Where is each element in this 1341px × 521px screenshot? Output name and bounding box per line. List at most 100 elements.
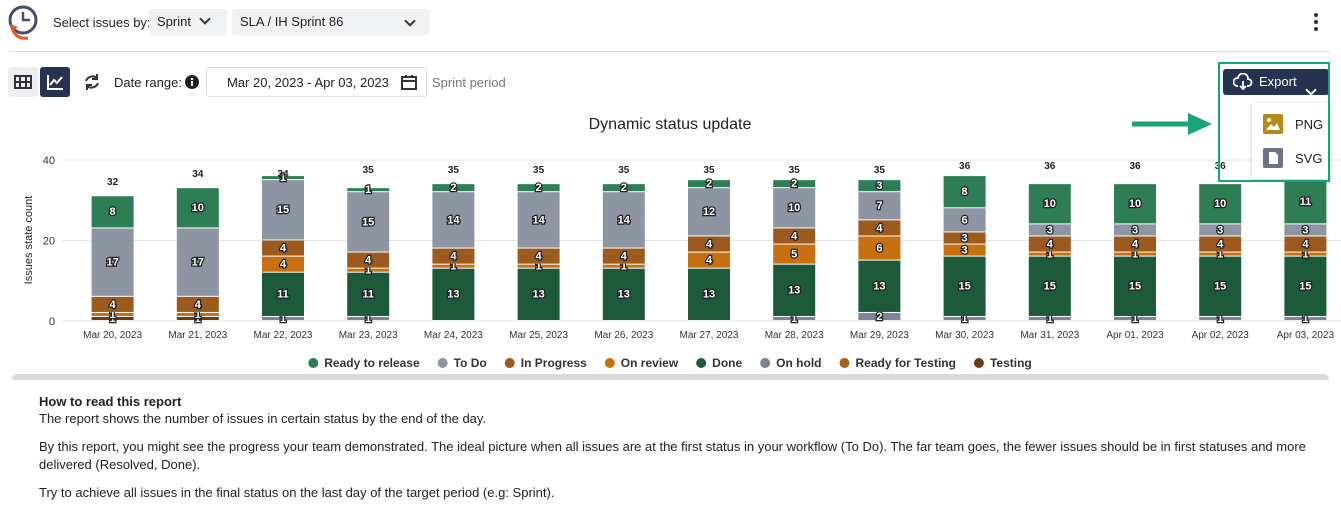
segment-label: 4 xyxy=(1132,238,1139,250)
sprint-select[interactable]: SLA / IH Sprint 86 xyxy=(232,9,430,35)
bar-segment xyxy=(432,268,475,320)
segment-label: 1 xyxy=(450,261,456,273)
bar-segment xyxy=(1028,224,1071,236)
report-paragraph: By this report, you might see the progre… xyxy=(39,439,1306,472)
segment-label: 11 xyxy=(1300,196,1312,208)
table-view-button[interactable] xyxy=(8,67,38,97)
bar-segment xyxy=(773,228,816,244)
segment-label: 13 xyxy=(447,289,459,301)
bar-segment xyxy=(517,184,560,192)
bar-segment xyxy=(91,228,134,296)
bar-segment xyxy=(773,264,816,316)
bar-segment xyxy=(773,316,816,320)
segment-label: 10 xyxy=(1044,198,1056,210)
bar-segment xyxy=(1028,316,1071,320)
segment-label: 1 xyxy=(1132,248,1138,260)
total-label: 35 xyxy=(448,165,460,176)
bar-segment xyxy=(602,268,645,320)
bar-segment xyxy=(1028,256,1071,316)
segment-label: 4 xyxy=(706,255,713,267)
bar-segment xyxy=(1199,252,1242,256)
x-tick-label: Mar 25, 2023 xyxy=(509,330,568,341)
segment-label: 10 xyxy=(1129,198,1141,210)
x-tick-label: Mar 20, 2023 xyxy=(83,330,142,341)
segment-label: 4 xyxy=(536,251,543,263)
segment-label: 4 xyxy=(1302,238,1309,250)
segment-label: 8 xyxy=(962,186,968,198)
scrollbar[interactable] xyxy=(12,374,1329,380)
bar-segment xyxy=(347,252,390,268)
segment-label: 4 xyxy=(195,299,202,311)
bar-segment xyxy=(262,316,304,320)
bar-segment xyxy=(347,192,390,252)
segment-label: 3 xyxy=(962,232,968,244)
bar-segment xyxy=(1028,252,1071,256)
segment-label: 3 xyxy=(1132,224,1138,236)
chart-view-button[interactable] xyxy=(40,67,70,97)
bar-segment xyxy=(858,180,901,192)
bar-segment xyxy=(1114,236,1156,252)
export-menu: PNG SVG xyxy=(1252,103,1330,179)
export-png[interactable]: PNG xyxy=(1252,109,1330,139)
y-tick-label: 40 xyxy=(43,155,55,167)
segment-label: 13 xyxy=(532,289,544,301)
segment-label: 1 xyxy=(280,172,286,184)
bar-segment xyxy=(943,244,986,256)
segment-label: 4 xyxy=(280,259,287,271)
segment-label: 4 xyxy=(1047,238,1054,250)
bar-segment xyxy=(602,264,645,268)
total-label: 34 xyxy=(277,169,289,180)
legend-label: To Do xyxy=(454,356,487,370)
segment-label: 17 xyxy=(106,257,118,269)
segment-label: 12 xyxy=(703,206,715,218)
x-tick-label: Mar 21, 2023 xyxy=(168,330,227,341)
info-icon[interactable] xyxy=(184,74,200,90)
segment-label: 10 xyxy=(788,202,800,214)
export-option: SVG xyxy=(1295,151,1323,166)
bar-segment xyxy=(858,220,901,236)
segment-label: 1 xyxy=(110,309,116,321)
segment-label: 6 xyxy=(962,214,968,226)
segment-label: 2 xyxy=(536,182,542,194)
segment-label: 1 xyxy=(1302,313,1308,325)
legend-label: On review xyxy=(621,356,679,370)
segment-label: 10 xyxy=(192,202,204,214)
segment-label: 13 xyxy=(618,289,630,301)
bar-segment xyxy=(602,192,645,248)
bar-segment xyxy=(1199,184,1242,224)
segment-label: 3 xyxy=(962,244,968,256)
bar-segment xyxy=(176,228,219,296)
bar-segment xyxy=(943,232,986,244)
bar-segment xyxy=(1284,252,1327,256)
bar-segment xyxy=(1114,224,1156,236)
bar-segment xyxy=(688,180,730,188)
total-label: 35 xyxy=(363,165,375,176)
legend-marker xyxy=(504,358,515,368)
bar-segment xyxy=(517,264,560,268)
bar-segment xyxy=(517,248,560,264)
x-tick-label: Mar 31, 2023 xyxy=(1020,330,1079,341)
segment-label: 3 xyxy=(1302,224,1308,236)
segment-label: 4 xyxy=(280,242,287,254)
bar-segment xyxy=(1284,180,1327,224)
segment-label: 7 xyxy=(876,200,882,212)
legend-marker xyxy=(839,358,850,368)
bar-segment xyxy=(432,184,475,192)
refresh-button[interactable] xyxy=(82,72,102,92)
segment-label: 4 xyxy=(791,230,798,242)
date-range-input[interactable]: Mar 20, 2023 - Apr 03, 2023 xyxy=(206,67,427,97)
export-button[interactable]: Export xyxy=(1223,69,1329,96)
sprint-value: SLA / IH Sprint 86 xyxy=(240,14,344,29)
export-label: Export xyxy=(1259,74,1297,89)
report-text: How to read this report The report shows… xyxy=(39,394,1319,512)
bar-segment xyxy=(1114,256,1156,316)
more-menu[interactable] xyxy=(1310,10,1322,36)
legend-label: Testing xyxy=(990,356,1032,370)
highlight-arrow xyxy=(1132,113,1212,135)
segment-label: 1 xyxy=(1217,313,1223,325)
segment-label: 1 xyxy=(1047,248,1053,260)
export-svg[interactable]: SVG xyxy=(1252,143,1330,173)
bar-segment xyxy=(688,236,730,252)
bar-segment xyxy=(432,264,475,268)
select-issues-by[interactable]: Sprint xyxy=(149,9,227,35)
